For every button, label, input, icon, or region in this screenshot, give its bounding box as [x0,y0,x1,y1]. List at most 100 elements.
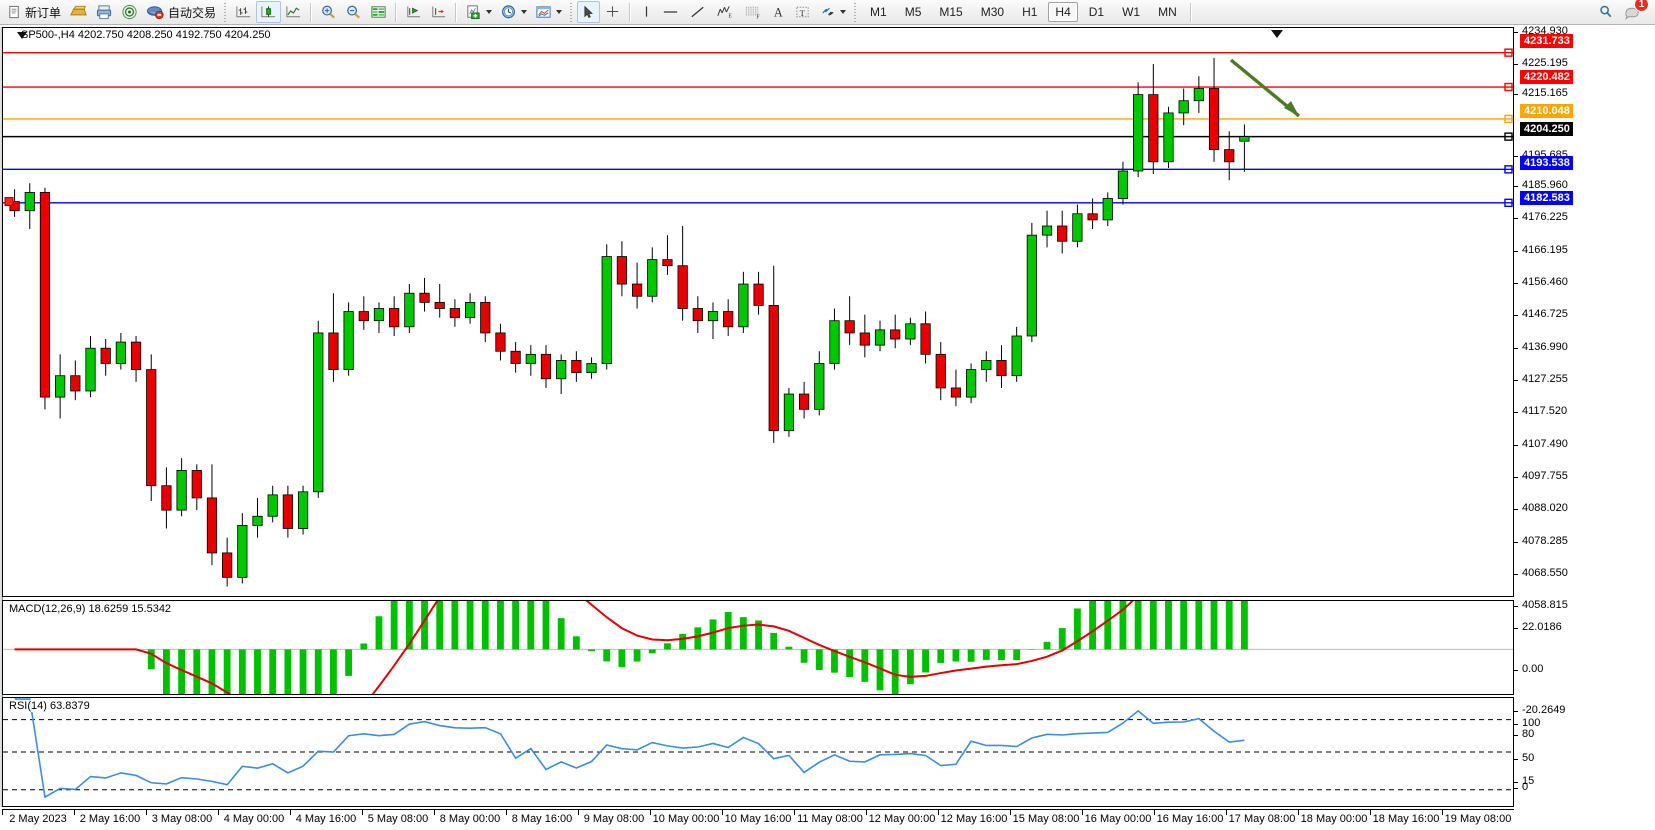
time-axis-tick [1370,810,1371,815]
text-button[interactable]: A [767,1,790,23]
time-axis-tick [218,810,219,815]
time-axis-tick [1442,810,1443,815]
rsi-axis-tick: 50 [1514,752,1534,764]
price-axis-tick: 4146.725 [1514,308,1568,320]
timeframe-m5[interactable]: M5 [904,5,922,19]
new-order-button[interactable]: 新订单 [3,1,65,23]
indicators-button[interactable] [461,1,496,23]
horizontal-line-icon [663,11,678,13]
timeframe-h4[interactable]: H4 [1048,2,1078,22]
timeframe-m1[interactable]: M1 [870,5,887,19]
periods-button[interactable] [496,1,531,23]
time-axis-tick [650,810,651,815]
time-axis-label: 12 May 00:00 [868,813,936,825]
macd-indicator-pane[interactable]: MACD(12,26,9) 18.6259 15.5342 [2,600,1514,695]
price-axis[interactable]: 4234.930 4231.733 4225.195 4220.482 4215.165… [1514,25,1655,807]
price-level-tag[interactable]: 4204.250 [1520,122,1573,136]
rsi-axis-tick: 15 [1514,775,1534,787]
bar-chart-button[interactable] [231,1,256,23]
timeframe-m30[interactable]: M30 [980,5,1005,19]
trend-line-icon [691,6,704,18]
notifications-button[interactable]: 1 [1619,0,1649,23]
auto-scroll-button[interactable] [401,1,426,23]
time-axis-label: 3 May 08:00 [151,813,213,825]
rsi-indicator-pane[interactable]: RSI(14) 63.8379 [2,697,1514,807]
price-axis-tick: 4176.225 [1514,211,1568,223]
print-icon [96,5,112,20]
print-button[interactable] [92,1,117,23]
document-icon [9,5,19,18]
indicators-dropdown-caret[interactable] [486,10,493,14]
price-axis-tick: 4088.020 [1514,502,1568,514]
time-axis-tick [1298,810,1299,815]
time-axis-label: 8 May 00:00 [439,813,501,825]
price-level-tag[interactable]: 4193.538 [1520,156,1573,170]
timeframe-mn[interactable]: MN [1158,5,1177,19]
price-axis-tick: 4166.195 [1514,244,1568,256]
timeframe-d1[interactable]: D1 [1088,5,1105,19]
trend-arrow-annotation[interactable] [1229,58,1301,118]
gold-bar-button[interactable] [65,1,92,23]
data-window-button[interactable] [366,1,391,23]
price-level-tag[interactable]: 4210.048 [1520,104,1573,118]
signal-button[interactable] [117,1,142,23]
toolbar-grip-2[interactable] [569,2,575,22]
time-axis-tick [506,810,507,815]
vertical-line-icon [645,6,647,17]
time-axis-tick [1082,810,1083,815]
svg-text:A: A [774,6,783,20]
toolbar-grip-1[interactable] [223,2,229,22]
auto-scroll-icon [407,6,421,18]
elliott-wave-button[interactable]: E [711,1,739,23]
shapes-dropdown-caret[interactable] [840,10,847,14]
signal-icon [122,4,137,20]
toolbar-grip-3[interactable] [853,2,859,22]
templates-button[interactable] [531,1,566,23]
periods-dropdown-caret[interactable] [521,10,528,14]
line-chart-button[interactable] [281,1,306,23]
text-icon: A [774,6,783,20]
price-axis-tick: 4117.520 [1514,405,1567,417]
price-axis-tick: 4225.195 [1514,57,1568,69]
templates-dropdown-caret[interactable] [556,10,563,14]
price-chart-pane[interactable]: SP500-,H4 4202.750 4208.250 4192.750 420… [2,27,1514,597]
vertical-line-button[interactable] [635,1,657,23]
templates-icon [536,6,551,18]
chart-window[interactable]: SP500-,H4 4202.750 4208.250 4192.750 420… [0,25,1655,830]
text-label-icon: T [796,6,809,18]
time-axis-label: 17 May 08:00 [1228,813,1296,825]
timeframe-h1[interactable]: H1 [1022,5,1038,19]
price-level-tag[interactable]: 4231.733 [1520,34,1573,48]
elliott-wave-icon: E [717,6,732,20]
crosshair-button[interactable] [600,1,625,23]
trend-line-button[interactable] [684,1,711,23]
candlestick-plot [3,30,1513,587]
price-level-tag[interactable]: 4182.583 [1520,191,1573,205]
time-axis[interactable]: 2 May 2023 2 May 16:00 3 May 08:00 4 May 00… [2,809,1514,829]
auto-trading-button[interactable]: 自动交易 [142,1,220,23]
zoom-in-icon [322,5,335,19]
time-axis-label: 12 May 16:00 [940,813,1008,825]
candlestick-chart-button[interactable] [256,1,282,23]
macd-plot [3,601,1513,694]
chart-symbol-label: SP500-,H4 4202.750 4208.250 4192.750 420… [21,29,271,41]
horizontal-line-button[interactable] [657,1,684,23]
chart-shift-button[interactable] [426,1,451,23]
cursor-button[interactable] [577,1,601,23]
fibonacci-button[interactable]: F [739,1,767,23]
time-axis-label: 5 May 08:00 [367,813,429,825]
timeframe-m15[interactable]: M15 [939,5,963,19]
time-axis-label: 16 May 16:00 [1156,813,1224,825]
timeframe-w1[interactable]: W1 [1122,5,1141,19]
candlestick-chart-icon [261,6,276,18]
price-level-tag[interactable]: 4220.482 [1520,70,1573,84]
text-label-button[interactable]: T [790,1,815,23]
bar-chart-icon [236,6,251,18]
search-button[interactable] [1594,1,1619,23]
shapes-button[interactable] [815,1,850,23]
rsi-label: RSI(14) 63.8379 [7,700,92,712]
zoom-out-button[interactable] [341,1,366,23]
rsi-axis-tick: 100 [1514,717,1540,729]
macd-label: MACD(12,26,9) 18.6259 15.5342 [7,603,174,615]
zoom-in-button[interactable] [316,1,341,23]
